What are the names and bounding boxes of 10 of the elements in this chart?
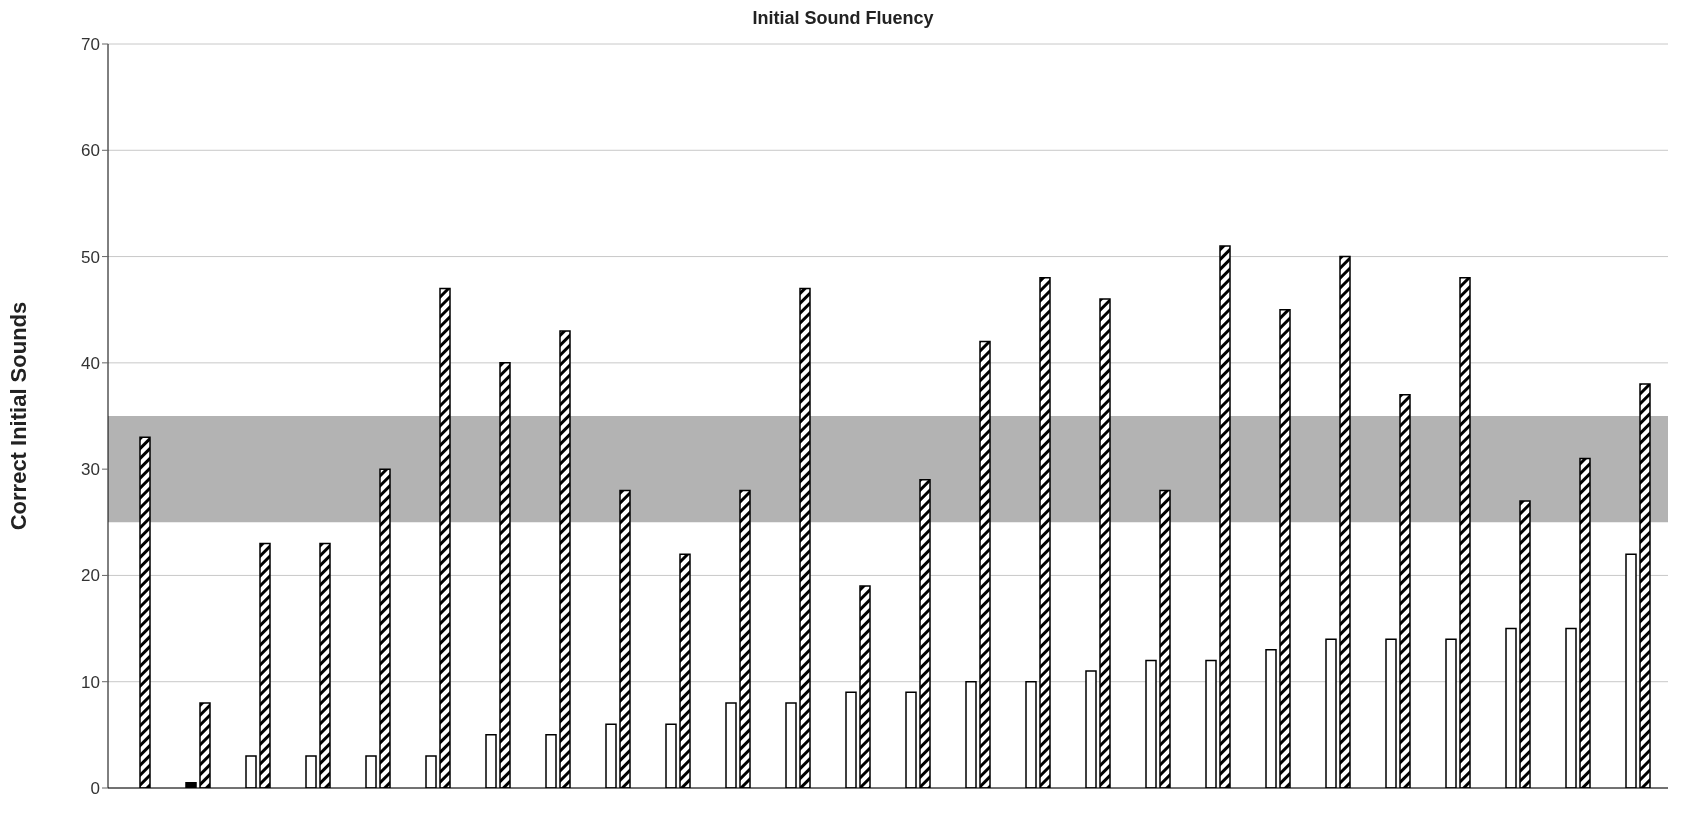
y-tick-label: 30 [81, 460, 100, 480]
y-axis-title: Correct Initial Sounds [5, 301, 31, 531]
y-tick-label: 50 [81, 247, 100, 267]
chart-title: Initial Sound Fluency [751, 8, 935, 30]
y-tick-label: 60 [81, 141, 100, 161]
y-tick-label: 40 [81, 353, 100, 373]
y-tick-label: 20 [81, 566, 100, 586]
y-tick-label: 0 [90, 779, 100, 799]
y-tick-label: 10 [81, 672, 100, 692]
y-tick-label: 70 [81, 35, 100, 55]
